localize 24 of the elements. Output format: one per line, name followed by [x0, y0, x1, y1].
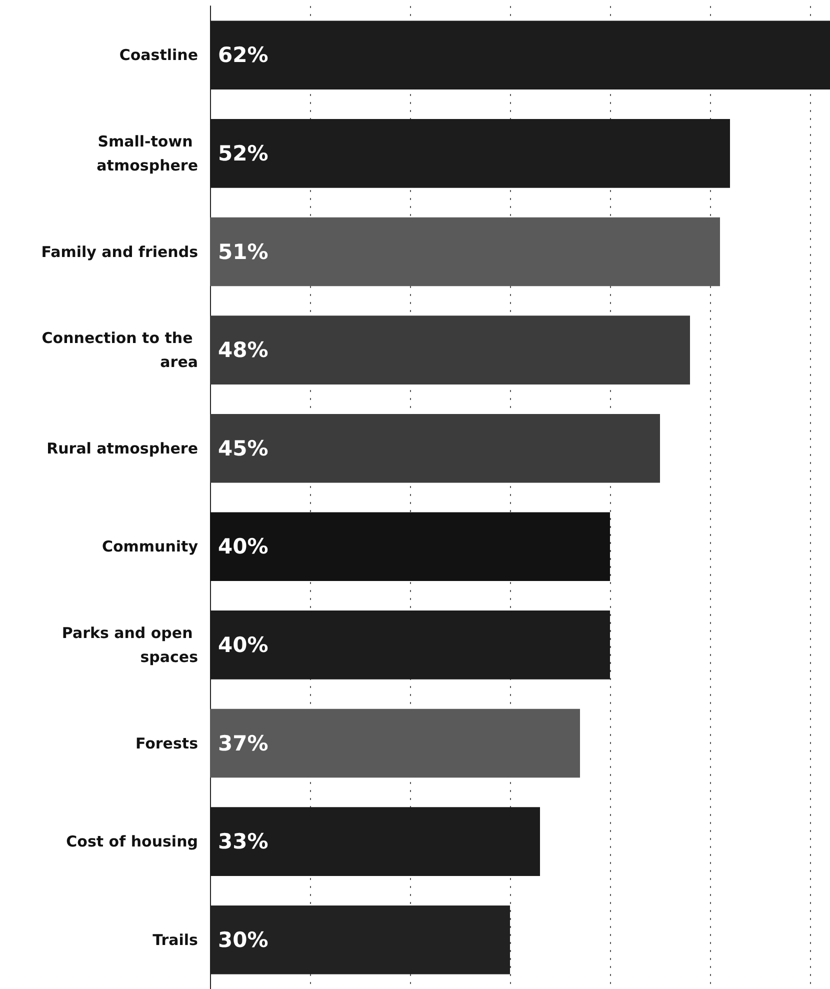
data-label: 40%	[218, 534, 268, 559]
y-tick-label: Rural atmosphere	[46, 439, 198, 458]
y-tick-label: Parks and open spaces	[62, 624, 198, 666]
y-tick-label: Coastline	[119, 46, 198, 64]
data-label: 51%	[218, 240, 268, 264]
y-tick-label: Trails	[152, 930, 198, 949]
bar	[210, 708, 580, 778]
y-tick-label: Connection to the area	[42, 329, 198, 372]
bar	[210, 512, 610, 582]
data-label: 45%	[218, 436, 268, 460]
data-label: 37%	[218, 731, 268, 756]
data-label: 62%	[218, 43, 268, 68]
data-label: 40%	[218, 632, 268, 657]
y-tick-label: Forests	[135, 734, 198, 752]
y-tick-label: Community	[102, 538, 198, 556]
y-tick-label: Small-town atmosphere	[96, 132, 198, 174]
data-label: 52%	[218, 141, 268, 166]
bar	[210, 414, 660, 483]
bar	[210, 316, 690, 384]
data-label: 30%	[218, 928, 268, 952]
y-tick-label: Cost of housing	[66, 832, 198, 851]
y-tick-label: Family and friends	[41, 242, 198, 261]
data-label: 48%	[218, 338, 268, 362]
data-label: 33%	[218, 830, 268, 854]
